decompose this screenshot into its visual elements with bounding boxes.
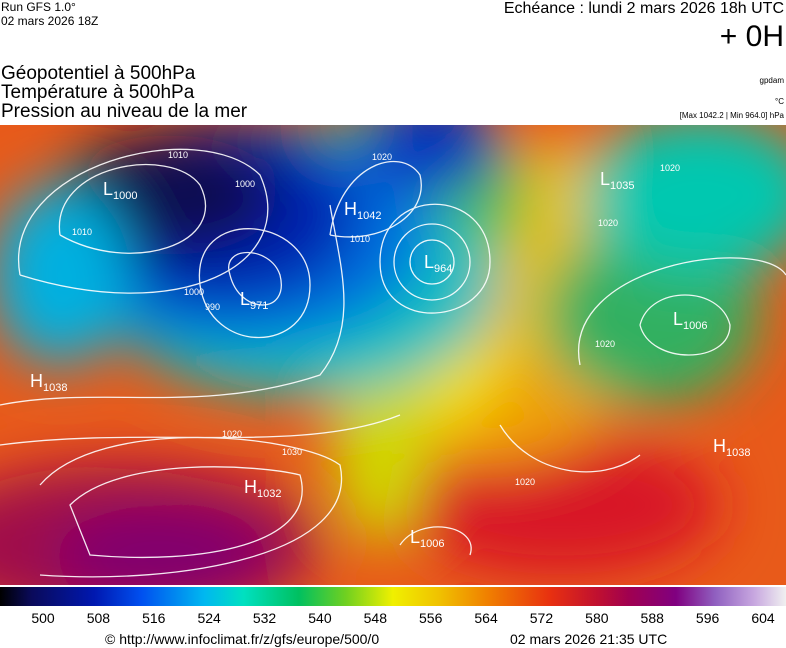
pressure-center: H1038 [30, 371, 67, 394]
isobar-label: 1020 [222, 429, 242, 439]
center-value: 1006 [420, 538, 444, 550]
pressure-center: L964 [424, 252, 452, 275]
center-kind: H [244, 477, 257, 497]
pressure-center: L1006 [410, 527, 445, 550]
colorbar-label: 500 [31, 610, 55, 626]
run-date: 02 mars 2026 18Z [1, 14, 99, 28]
isobar-label: 1010 [350, 234, 370, 244]
offset: + 0H [719, 20, 784, 53]
colorbar-label: 588 [640, 610, 664, 626]
field: Géopotentiel à 500hPa [1, 63, 196, 84]
isobar-label: 1030 [282, 447, 302, 457]
unit: gpdam [759, 76, 784, 85]
generated: 02 mars 2026 21:35 UTC [510, 631, 668, 647]
center-value: 1000 [113, 190, 137, 202]
center-value: 1042 [357, 210, 381, 222]
unit: °C [775, 97, 784, 106]
center-value: 1038 [43, 382, 67, 394]
isobar-label: 1010 [168, 150, 188, 160]
isobar-label: 1020 [598, 218, 618, 228]
pressure-center: L1000 [103, 179, 138, 202]
pressure-center: H1032 [244, 477, 281, 500]
colorbar-label: 524 [197, 610, 221, 626]
isobar-label: 1020 [595, 339, 615, 349]
extremes: [Max 1042.2 | Min 964.0] hPa [679, 111, 784, 120]
colorbar-label: 516 [142, 610, 166, 626]
isobar-label: 1020 [372, 152, 392, 162]
center-kind: H [713, 436, 726, 456]
field: Pression au niveau de la mer [1, 101, 248, 122]
colorbar-label: 596 [695, 610, 720, 626]
center-kind: L [424, 252, 434, 272]
colorbar-label: 572 [529, 610, 554, 626]
pressure-center: H1042 [344, 199, 381, 222]
isobar-label: 990 [205, 302, 220, 312]
center-kind: L [240, 289, 250, 309]
pressure-center: L1006 [673, 309, 708, 332]
center-value: 1006 [683, 320, 707, 332]
pressure-center: L971 [240, 289, 268, 312]
pressure-center: L1035 [600, 169, 635, 192]
echeance: Echéance : lundi 2 mars 2026 18h UTC [503, 0, 784, 17]
colorbar-label: 508 [86, 610, 111, 626]
colorbar-label: 564 [474, 610, 498, 626]
center-kind: L [103, 179, 113, 199]
colorbar-label: 556 [419, 610, 443, 626]
center-value: 1035 [610, 180, 634, 192]
isobar-label: 1020 [515, 477, 535, 487]
center-kind: L [410, 527, 420, 547]
pressure-center: H1038 [713, 436, 750, 459]
run: Run GFS 1.0° [1, 0, 76, 14]
source: © http://www.infoclimat.fr/z/gfs/europe/… [105, 631, 380, 647]
center-value: 1032 [257, 488, 281, 500]
map: L1000H1042L964L971L1035L1006H1038H1032L1… [0, 125, 786, 585]
colorbar-label: 580 [585, 610, 609, 626]
colorbar-label: 604 [751, 610, 775, 626]
center-kind: H [344, 199, 357, 219]
center-value: 971 [250, 300, 268, 312]
colorbar [0, 587, 786, 606]
colorbar-label: 532 [252, 610, 277, 626]
center-value: 1038 [726, 447, 750, 459]
center-kind: L [600, 169, 610, 189]
isobar-label: 1010 [72, 227, 92, 237]
isobar-label: 1000 [184, 287, 204, 297]
colorbar-label: 540 [308, 610, 332, 626]
center-value: 964 [434, 263, 452, 275]
isobar-label: 1000 [235, 179, 255, 189]
center-kind: L [673, 309, 683, 329]
colorbar-label: 548 [363, 610, 387, 626]
isobar-label: 1020 [660, 163, 680, 173]
center-kind: H [30, 371, 43, 391]
field: Température à 500hPa [1, 82, 195, 103]
